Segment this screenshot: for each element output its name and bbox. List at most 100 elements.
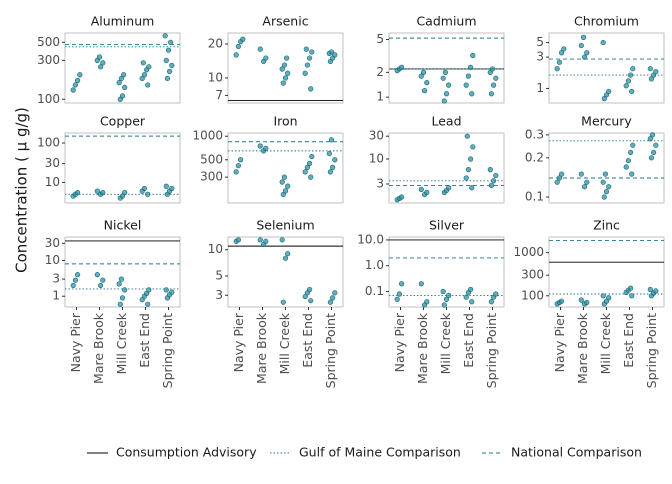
- point: [647, 136, 653, 142]
- point: [627, 285, 634, 291]
- point: [118, 276, 124, 282]
- point: [302, 293, 308, 300]
- point: [606, 88, 612, 95]
- point: [440, 288, 446, 295]
- point: [464, 133, 470, 139]
- point: [328, 137, 335, 143]
- x-tick-label: Spring Point: [484, 313, 499, 388]
- point: [238, 157, 244, 163]
- y-tick-label: 3: [536, 50, 544, 64]
- point: [629, 293, 635, 299]
- point: [399, 194, 405, 200]
- point: [469, 91, 475, 97]
- panel-title: Chromium: [574, 14, 639, 29]
- point: [488, 299, 495, 305]
- point: [602, 171, 609, 177]
- point: [561, 46, 567, 52]
- point: [118, 75, 124, 82]
- point: [488, 182, 495, 189]
- point: [328, 49, 335, 55]
- point: [235, 43, 241, 50]
- point: [263, 55, 269, 61]
- point: [465, 166, 472, 173]
- y-tick-label: 1000: [192, 129, 223, 143]
- point: [72, 277, 78, 283]
- point: [630, 142, 636, 148]
- y-tick-label: 10.0: [357, 232, 384, 246]
- point: [558, 50, 565, 56]
- panel: [227, 236, 344, 308]
- y-tick-label: 3: [52, 272, 60, 286]
- point: [74, 272, 81, 278]
- point: [491, 82, 497, 88]
- point: [653, 288, 659, 294]
- point: [280, 80, 286, 86]
- point: [307, 160, 313, 166]
- y-tick-label: 1: [52, 289, 60, 303]
- point: [581, 184, 588, 190]
- point: [165, 47, 172, 53]
- point: [308, 298, 314, 304]
- point: [493, 75, 499, 81]
- point: [304, 62, 311, 68]
- y-tick-label: 30: [369, 129, 384, 143]
- point: [163, 287, 169, 293]
- point: [442, 69, 449, 75]
- point: [308, 174, 314, 180]
- point: [307, 286, 313, 293]
- point: [304, 164, 311, 170]
- point: [326, 150, 332, 157]
- legend-label: National Comparison: [511, 445, 642, 460]
- point: [145, 191, 151, 197]
- y-tick-label: 500: [37, 35, 60, 49]
- x-tick-label: Spring Point: [644, 313, 659, 388]
- point: [623, 164, 629, 170]
- y-tick-label: 10: [208, 242, 223, 256]
- point: [649, 132, 656, 138]
- point: [70, 282, 76, 289]
- point: [468, 156, 474, 162]
- x-tick-label: East End: [621, 313, 636, 368]
- point: [469, 299, 475, 305]
- point: [469, 185, 475, 191]
- point: [418, 186, 424, 193]
- point: [627, 149, 634, 156]
- point: [279, 179, 285, 185]
- point: [100, 60, 106, 66]
- point: [163, 183, 169, 189]
- point: [263, 145, 269, 151]
- point: [623, 83, 629, 89]
- x-tick-label: Navy Pier: [552, 312, 567, 372]
- point: [94, 188, 100, 194]
- point: [281, 174, 288, 180]
- point: [162, 33, 168, 39]
- point: [235, 163, 241, 169]
- point: [647, 66, 653, 72]
- y-tick-label: 10: [369, 151, 384, 165]
- point: [584, 179, 590, 185]
- point: [327, 299, 334, 305]
- point: [70, 87, 76, 93]
- point: [493, 291, 499, 297]
- panel-title: Aluminum: [91, 14, 155, 29]
- point: [145, 301, 151, 307]
- panel-title: Copper: [100, 114, 146, 129]
- point: [307, 55, 313, 61]
- point: [263, 238, 269, 244]
- y-tick-label: 100: [521, 288, 544, 302]
- x-tick-label: Mill Creek: [114, 312, 129, 374]
- point: [140, 60, 146, 66]
- y-tick-label: 30: [45, 236, 60, 250]
- x-tick-label: Mill Creek: [277, 312, 292, 374]
- point: [72, 82, 78, 88]
- point: [629, 88, 635, 95]
- point: [465, 73, 472, 79]
- point: [491, 178, 497, 184]
- panel-title: Arsenic: [262, 14, 308, 29]
- x-tick-label: Spring Point: [323, 313, 338, 388]
- x-tick-label: Mare Brook: [254, 312, 269, 384]
- y-tick-label: 0.2: [525, 150, 544, 164]
- point: [257, 143, 263, 149]
- point: [285, 183, 291, 189]
